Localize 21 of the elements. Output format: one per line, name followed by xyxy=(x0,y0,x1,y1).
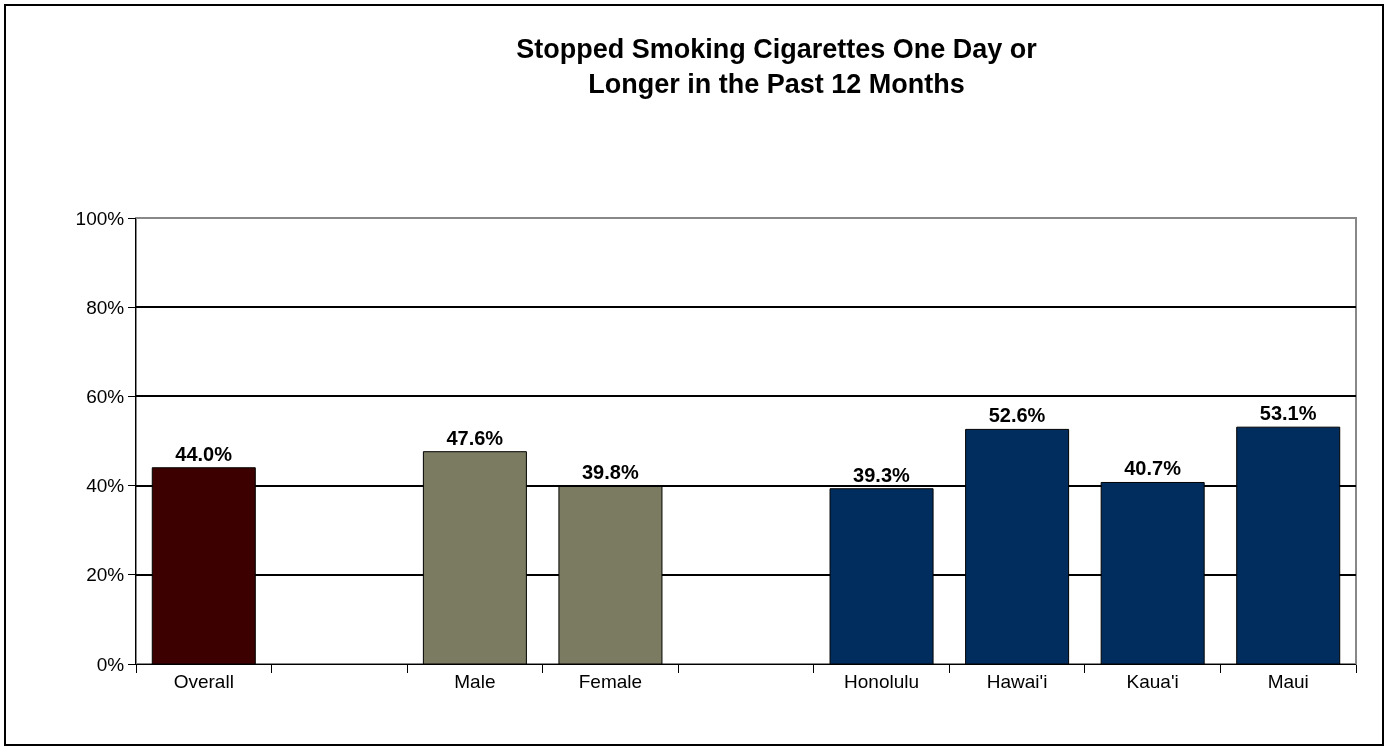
x-tick-label: Honolulu xyxy=(844,670,920,692)
x-tick-label: Female xyxy=(578,670,643,692)
chart-title: Stopped Smoking Cigarettes One Day or Longer in the Past 12 Months xyxy=(516,33,1038,99)
data-label: 40.7% xyxy=(1124,457,1182,480)
y-tick-label: 100% xyxy=(75,207,125,229)
data-label: 53.1% xyxy=(1259,402,1317,425)
x-tick-label: Maui xyxy=(1267,670,1309,692)
y-tick-label: 20% xyxy=(86,564,125,586)
x-tick-label: Overall xyxy=(173,670,234,692)
x-tick-label: Male xyxy=(454,670,496,692)
y-tick-label: 80% xyxy=(86,296,125,318)
y-tick-label: 0% xyxy=(96,653,125,675)
data-label: 39.8% xyxy=(581,461,639,484)
y-tick-label: 60% xyxy=(86,386,125,408)
y-tick-label: 40% xyxy=(86,475,125,497)
data-label: 52.6% xyxy=(988,404,1046,427)
data-label: 39.3% xyxy=(853,463,911,486)
x-tick-label: Kaua'i xyxy=(1126,670,1179,692)
data-label: 47.6% xyxy=(446,426,504,449)
x-tick-label: Hawai'i xyxy=(986,670,1048,692)
data-label: 44.0% xyxy=(175,442,233,465)
